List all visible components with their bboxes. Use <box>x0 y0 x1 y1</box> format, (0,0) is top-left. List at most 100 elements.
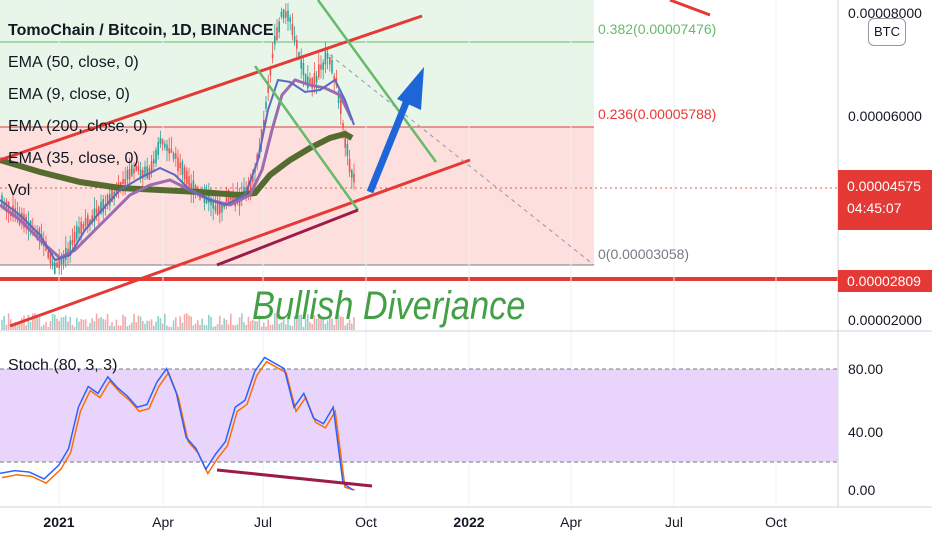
currency-badge[interactable]: BTC <box>868 18 906 46</box>
volume-bar <box>269 325 272 330</box>
volume-bar <box>260 326 263 330</box>
volume-bar <box>320 317 322 330</box>
time-tick-2021: 2021 <box>43 514 75 530</box>
volume-bar <box>14 322 16 330</box>
volume-bar <box>115 319 118 330</box>
time-tick-jul-2022: Jul <box>665 514 683 530</box>
candle-body <box>269 68 272 76</box>
level-price-tag: 0.00002809 <box>838 270 932 292</box>
legend-ema-9[interactable]: EMA (9, close, 0) <box>8 86 130 103</box>
volume-bar <box>166 325 168 330</box>
candle-body <box>353 173 355 183</box>
candle-body <box>192 180 195 192</box>
candle-body <box>329 56 331 65</box>
stoch-legend[interactable]: Stoch (80, 3, 3) <box>8 357 118 374</box>
legend-symbol[interactable]: TomoChain / Bitcoin, 1D, BINANCE <box>8 22 274 39</box>
time-tick-oct-2022: Oct <box>765 514 787 530</box>
candle-body <box>126 169 129 180</box>
volume-bar <box>186 313 188 330</box>
candle-body <box>71 240 74 245</box>
candle-body <box>274 35 276 45</box>
volume-bar <box>216 324 219 330</box>
volume-bar <box>335 315 338 330</box>
volume-bar <box>76 317 78 330</box>
volume-bar <box>69 316 71 330</box>
candle-body <box>188 176 190 188</box>
volume-bar <box>208 314 210 330</box>
candle-body <box>80 221 82 235</box>
candle-body <box>137 166 140 172</box>
candle-body <box>302 62 305 76</box>
candle-body <box>27 222 30 230</box>
volume-bar <box>80 319 82 330</box>
candle-body <box>155 149 157 164</box>
fib-label-0382: 0.382(0.00007476) <box>598 21 717 37</box>
candle-body <box>3 202 5 208</box>
volume-bar <box>322 316 324 330</box>
volume-bar <box>49 321 52 330</box>
candle-body <box>133 168 135 174</box>
volume-bar <box>201 318 203 330</box>
volume-bar <box>122 314 124 330</box>
volume-bar <box>91 318 93 330</box>
candle-body <box>98 206 100 214</box>
volume-bar <box>302 326 305 330</box>
volume-bar <box>164 313 166 330</box>
candle-body <box>89 219 91 225</box>
candle-body <box>216 202 219 215</box>
volume-bar <box>210 316 212 330</box>
candle-body <box>263 119 265 129</box>
volume-bar <box>280 322 283 330</box>
volume-bar <box>271 324 274 330</box>
volume-bar <box>293 315 296 330</box>
volume-bar <box>252 319 254 330</box>
legend-ema-200[interactable]: EMA (200, close, 0) <box>8 118 148 135</box>
candle-body <box>12 205 14 217</box>
candle-body <box>252 172 254 183</box>
legend-ema-50[interactable]: EMA (50, close, 0) <box>8 54 139 71</box>
candle-body <box>311 77 313 89</box>
candle-body <box>324 51 327 65</box>
volume-bar <box>5 324 8 330</box>
volume-bar <box>300 314 302 330</box>
candle-body <box>146 166 148 179</box>
volume-bar <box>104 319 107 330</box>
candle-body <box>289 17 291 22</box>
volume-bar <box>131 322 133 330</box>
volume-bar <box>318 316 320 330</box>
ema-200-line <box>0 130 354 199</box>
candle-body <box>153 159 155 164</box>
stoch-d-line <box>1 360 356 491</box>
volume-bar <box>82 319 85 330</box>
volume-bar <box>124 316 126 330</box>
candle-body <box>318 64 320 77</box>
volume-bar <box>12 323 14 330</box>
volume-bar <box>344 325 346 330</box>
candle-body <box>276 27 278 41</box>
candle-body <box>161 139 164 145</box>
candle-body <box>139 169 142 179</box>
candle-body <box>100 201 102 214</box>
candle-body <box>177 157 179 172</box>
legend-volume[interactable]: Vol <box>8 182 31 199</box>
legend-ema-35[interactable]: EMA (35, close, 0) <box>8 150 139 167</box>
volume-bar <box>133 313 135 330</box>
candle-body <box>128 169 131 180</box>
volume-bar <box>65 315 67 330</box>
candle-body <box>106 194 109 205</box>
stoch-k-line <box>0 356 354 491</box>
volume-bar <box>258 315 261 330</box>
time-tick-apr-2022: Apr <box>560 514 582 530</box>
volume-bar <box>331 318 333 330</box>
time-tick-apr: Apr <box>152 514 174 530</box>
volume-bar <box>249 321 252 330</box>
volume-bar <box>340 316 342 330</box>
fib-zone-lower <box>0 127 594 265</box>
candle-body <box>175 153 177 159</box>
volume-bar <box>326 320 329 330</box>
volume-bar <box>71 324 74 330</box>
volume-bar <box>276 314 278 330</box>
volume-bar <box>346 323 349 330</box>
candle-body <box>120 181 122 186</box>
